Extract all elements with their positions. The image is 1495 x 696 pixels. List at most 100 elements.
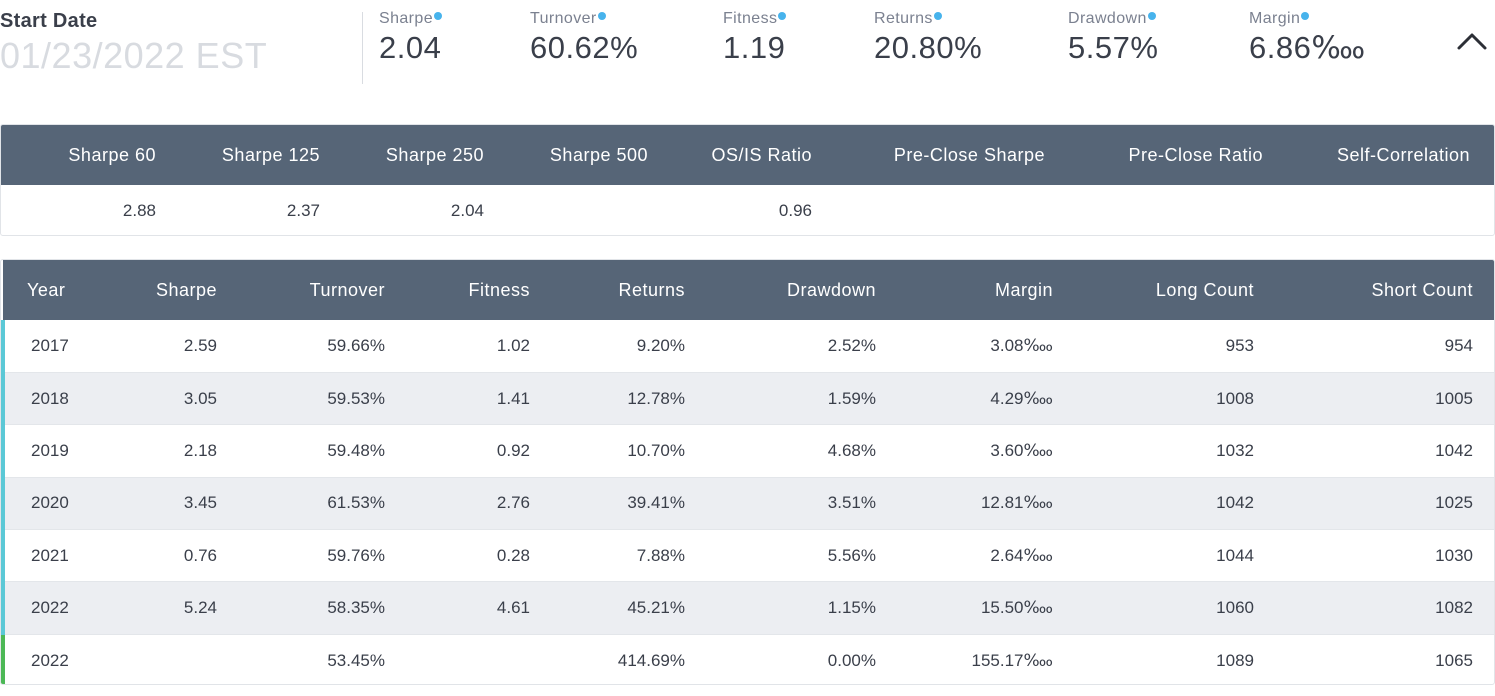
table-row: 2021 0.76 59.76% 0.28 7.88% 5.56% 2.64‱ 1044 103… [1, 529, 1494, 583]
table-cell: 2.37 [286, 201, 320, 220]
yearly-stats-table: Year Sharpe Turnover Fitness Returns Dra… [0, 259, 1495, 685]
table-cell: 59.66% [217, 320, 385, 373]
info-dot-icon[interactable] [434, 12, 442, 20]
year-cell: 2019 [1, 424, 109, 478]
table-cell [1263, 185, 1494, 235]
table-cell: 1042 [1053, 477, 1254, 531]
table-cell [109, 634, 217, 684]
metric-fitness-label: Fitness [723, 10, 778, 27]
table-cell: 4.61 [385, 581, 530, 635]
table-cell: 5.56% [685, 529, 876, 583]
column-header[interactable]: Pre-Close Sharpe [812, 125, 1045, 185]
column-header[interactable]: Long Count [1053, 260, 1254, 320]
table-row: 2022 53.45% 414.69% 0.00% 155.17‱ 1089 1065 [1, 634, 1494, 684]
column-header[interactable]: Short Count [1254, 260, 1494, 320]
column-header[interactable]: Margin [876, 260, 1053, 320]
info-dot-icon[interactable] [1147, 12, 1156, 20]
year-cell: 2018 [1, 372, 109, 426]
table-cell: 2.64‱ [876, 529, 1053, 583]
table-cell: 1060 [1053, 581, 1254, 635]
table-cell: 15.50‱ [876, 581, 1053, 635]
table-cell: 1042 [1254, 424, 1494, 478]
column-header[interactable]: Turnover [217, 260, 385, 320]
column-header[interactable]: OS/IS Ratio [648, 125, 812, 185]
column-header[interactable]: Sharpe 125 [156, 125, 320, 185]
table-cell: 45.21% [530, 581, 685, 635]
column-header[interactable]: Sharpe 250 [320, 125, 484, 185]
table-cell: 3.08‱ [876, 320, 1053, 373]
column-header[interactable]: Drawdown [685, 260, 876, 320]
table-cell: 3.05 [109, 372, 217, 426]
table-cell: 3.45 [109, 477, 217, 531]
table-cell: 155.17‱ [876, 634, 1053, 684]
metric-sharpe-label: Sharpe [379, 10, 433, 27]
table-cell: 954 [1254, 320, 1494, 373]
table-cell: 1.02 [385, 320, 530, 373]
column-header[interactable]: Returns [530, 260, 685, 320]
metric-fitness-value: 1.19 [723, 30, 786, 65]
table-header-row: Sharpe 60 Sharpe 125 Sharpe 250 Sharpe 5… [1, 125, 1494, 185]
table-cell: 5.24 [109, 581, 217, 635]
metric-margin-label: Margin [1249, 10, 1301, 27]
table-cell: 3.60‱ [876, 424, 1053, 478]
table-cell: 9.20% [530, 320, 685, 373]
column-header[interactable]: Fitness [385, 260, 530, 320]
table-cell: 7.88% [530, 529, 685, 583]
metric-turnover: Turnover 60.62% [530, 10, 638, 66]
table-cell: 0.96 [778, 201, 812, 220]
chevron-up-icon [1457, 33, 1487, 50]
metric-returns: Returns 20.80% [874, 10, 982, 66]
table-cell: 39.41% [530, 477, 685, 531]
metric-returns-value: 20.80% [874, 30, 983, 65]
table-row: 2019 2.18 59.48% 0.92 10.70% 4.68% 3.60‱ 1032 10… [1, 424, 1494, 478]
table-cell: 0.92 [385, 424, 530, 478]
table-cell: 10.70% [530, 424, 685, 478]
info-dot-icon[interactable] [597, 12, 606, 20]
table-cell: 1065 [1254, 634, 1494, 684]
table-cell: 3.51% [685, 477, 876, 531]
sharpe-stats-table: Sharpe 60 Sharpe 125 Sharpe 250 Sharpe 5… [0, 124, 1495, 236]
start-date-value: 01/23/2022 EST [0, 35, 268, 76]
table-cell: 1044 [1053, 529, 1254, 583]
table-cell: 1008 [1053, 372, 1254, 426]
table-cell: 1089 [1053, 634, 1254, 684]
metric-turnover-value: 60.62% [530, 30, 639, 65]
table-cell [1045, 185, 1263, 235]
table-cell: 953 [1053, 320, 1254, 373]
table-cell: 1082 [1254, 581, 1494, 635]
metric-drawdown-label: Drawdown [1068, 10, 1147, 27]
column-header[interactable]: Self-Correlation [1263, 125, 1494, 185]
column-header[interactable]: Sharpe 60 [1, 125, 156, 185]
table-cell: 1.41 [385, 372, 530, 426]
column-header[interactable]: Sharpe 500 [484, 125, 648, 185]
metric-turnover-label: Turnover [530, 10, 597, 27]
table-cell: 2.52% [685, 320, 876, 373]
metric-margin: Margin 6.86‱ [1249, 10, 1366, 66]
table-row: 2.88 2.37 2.04 0.96 [1, 185, 1494, 235]
table-row: 2018 3.05 59.53% 1.41 12.78% 1.59% 4.29‱ 1008 10… [1, 372, 1494, 426]
info-dot-icon[interactable] [933, 12, 942, 20]
column-header[interactable]: Sharpe [109, 260, 217, 320]
metric-sharpe: Sharpe 2.04 [379, 10, 442, 66]
table-row: 2020 3.45 61.53% 2.76 39.41% 3.51% 12.81‱ 1042 1… [1, 477, 1494, 531]
start-date-label: Start Date [0, 10, 98, 32]
table-cell: 0.00% [685, 634, 876, 684]
year-cell: 2022 [1, 581, 109, 635]
column-header[interactable]: Year [3, 260, 109, 320]
table-cell: 61.53% [217, 477, 385, 531]
info-dot-icon[interactable] [778, 12, 787, 20]
table-cell [484, 185, 648, 235]
column-header[interactable]: Pre-Close Ratio [1045, 125, 1263, 185]
summary-divider [362, 12, 363, 84]
table-cell: 12.78% [530, 372, 685, 426]
table-cell: 59.53% [217, 372, 385, 426]
info-dot-icon[interactable] [1301, 12, 1310, 20]
table-cell: 2.04 [450, 201, 484, 220]
table-cell: 2.88 [122, 201, 156, 220]
table-cell: 1032 [1053, 424, 1254, 478]
table-row: 2017 2.59 59.66% 1.02 9.20% 2.52% 3.08‱ 953 954 [1, 320, 1494, 373]
collapse-button[interactable] [1454, 26, 1490, 56]
year-cell: 2022 [1, 634, 109, 684]
table-cell [812, 185, 1045, 235]
table-cell: 2.18 [109, 424, 217, 478]
